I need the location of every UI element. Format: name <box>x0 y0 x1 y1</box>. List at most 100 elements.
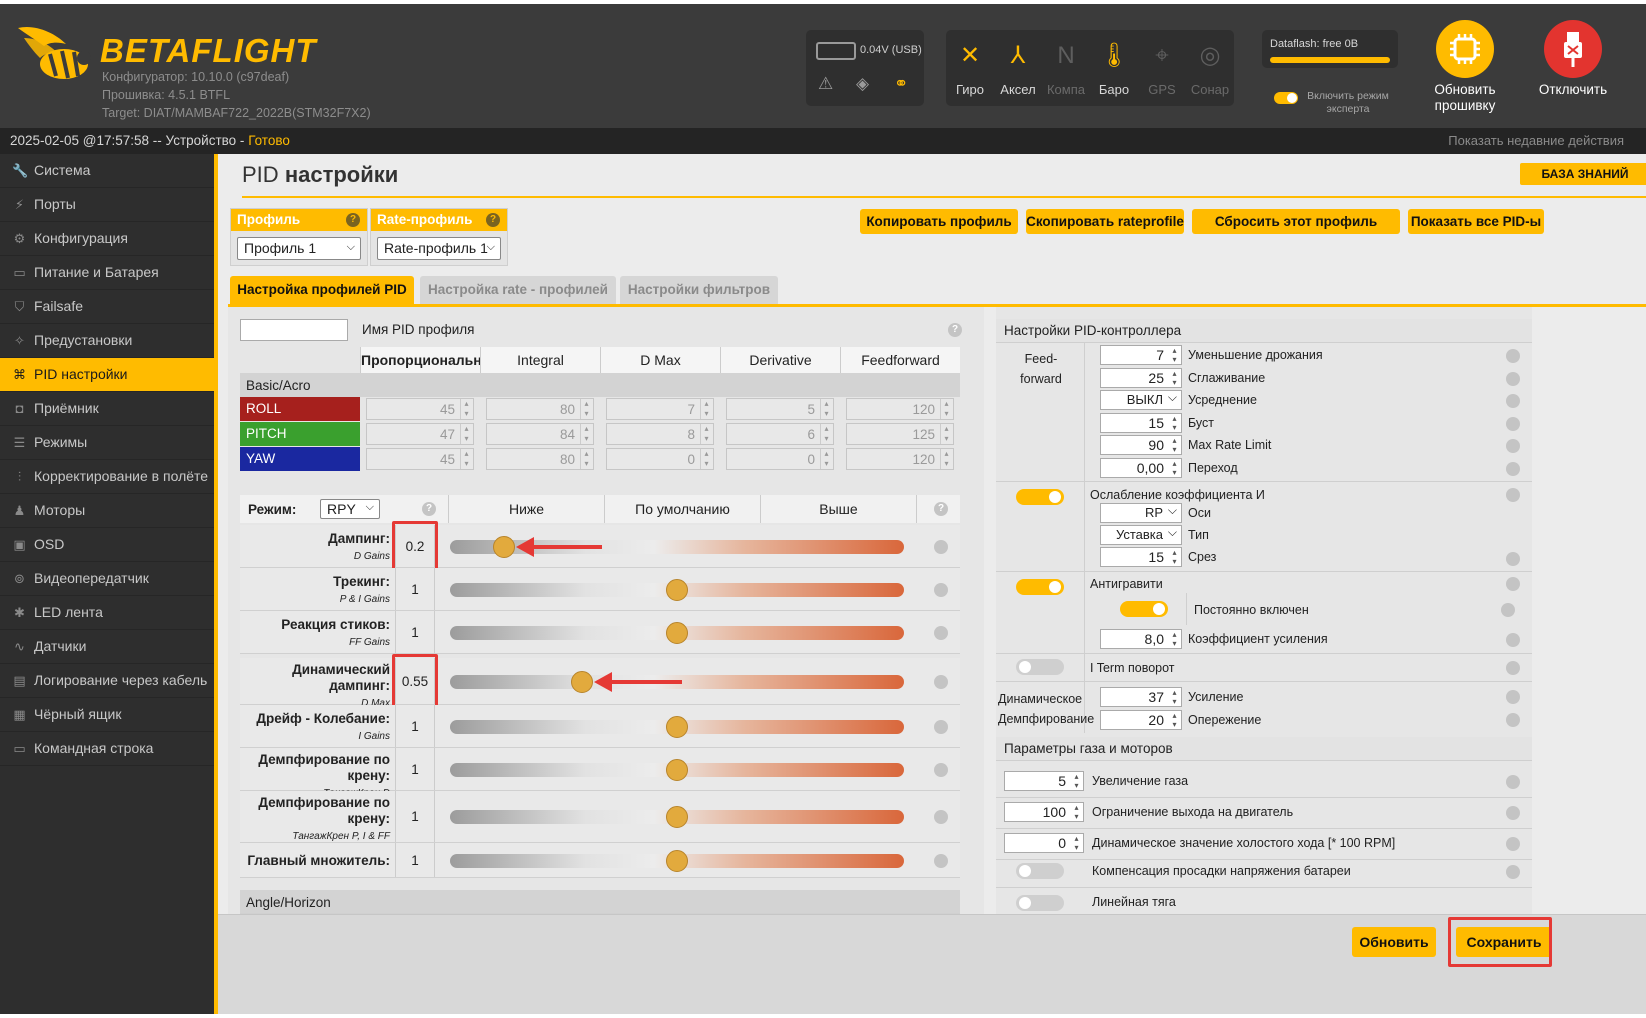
pid-profile-name-input[interactable] <box>240 319 348 341</box>
help-icon[interactable]: ? <box>422 502 436 516</box>
sidebar-item-16[interactable]: ▦ Чёрный ящик <box>0 698 214 732</box>
pid-value-input[interactable]: 47 <box>366 423 474 445</box>
help-icon[interactable] <box>1506 865 1520 879</box>
help-icon[interactable] <box>1501 603 1515 617</box>
update-firmware-button[interactable]: Обновить прошивку <box>1410 20 1520 114</box>
pid-value-input[interactable]: 120 <box>846 448 954 470</box>
help-icon[interactable] <box>1506 661 1520 675</box>
sidebar-item-15[interactable]: ▤ Логирование через кабель <box>0 664 214 698</box>
help-icon[interactable] <box>1506 371 1520 386</box>
slider-track[interactable] <box>450 715 904 738</box>
expert-mode-toggle[interactable] <box>1274 92 1298 104</box>
slider-track[interactable] <box>450 621 904 644</box>
help-icon[interactable] <box>934 719 948 734</box>
sidebar-item-5[interactable]: ✧ Предустановки <box>0 324 214 358</box>
pid-value-input[interactable]: 0 <box>606 448 714 470</box>
pid-value-input[interactable]: 45 <box>366 398 474 420</box>
help-icon[interactable] <box>1506 775 1520 789</box>
thrust-linear-toggle[interactable] <box>1016 895 1064 911</box>
help-icon[interactable] <box>1506 488 1520 502</box>
sidebar-item-8[interactable]: ☰ Режимы <box>0 426 214 460</box>
pid-value-input[interactable]: 0 <box>726 448 834 470</box>
pid-value-input[interactable]: 45 <box>366 448 474 470</box>
help-icon[interactable] <box>1506 416 1520 431</box>
sidebar-item-2[interactable]: ⚙ Конфигурация <box>0 222 214 256</box>
iterm-cutoff-input[interactable]: 15 <box>1100 547 1182 567</box>
help-icon[interactable]: ? <box>346 213 360 227</box>
help-icon[interactable] <box>1506 552 1520 566</box>
throttle-input[interactable]: 5 <box>1004 771 1084 791</box>
rate-profile-select[interactable]: Rate-профиль 1 ⌵ <box>377 237 501 260</box>
ff-select[interactable]: ВЫКЛ <box>1100 390 1182 411</box>
help-icon[interactable]: ? <box>934 502 948 516</box>
pid-value-input[interactable]: 80 <box>486 398 594 420</box>
pid-value-input[interactable]: 8 <box>606 423 714 445</box>
ff-input[interactable]: 0,00 <box>1100 458 1182 478</box>
help-icon[interactable] <box>1506 713 1520 727</box>
slider-track[interactable] <box>450 578 904 601</box>
tab-filters[interactable]: Настройки фильтров <box>620 276 778 304</box>
refresh-button[interactable]: Обновить <box>1352 927 1436 957</box>
slider-handle[interactable] <box>666 578 688 601</box>
help-icon[interactable] <box>934 674 948 689</box>
help-icon[interactable] <box>1506 690 1520 704</box>
show-recent-actions-link[interactable]: Показать недавние действия <box>1448 133 1624 148</box>
dyn-gain-input[interactable]: 37 <box>1100 687 1182 707</box>
sidebar-item-14[interactable]: ∿ Датчики <box>0 630 214 664</box>
pid-value-input[interactable]: 84 <box>486 423 594 445</box>
help-icon[interactable] <box>1506 394 1520 409</box>
tab-pid-profile[interactable]: Настройка профилей PID <box>230 276 414 304</box>
antigravity-gain-input[interactable]: 8,0 <box>1100 629 1182 649</box>
sidebar-item-13[interactable]: ✱ LED лента <box>0 596 214 630</box>
help-icon[interactable] <box>1506 439 1520 454</box>
copy-profile-button[interactable]: Копировать профиль <box>860 209 1018 234</box>
pid-value-input[interactable]: 7 <box>606 398 714 420</box>
help-icon[interactable] <box>1506 837 1520 851</box>
sidebar-item-3[interactable]: ▭ Питание и Батарея <box>0 256 214 290</box>
sidebar-item-9[interactable]: ⫶ Корректирование в полёте <box>0 460 214 494</box>
slider-track[interactable] <box>450 758 904 781</box>
disconnect-button[interactable]: Отключить <box>1518 20 1628 98</box>
help-icon[interactable] <box>934 539 948 554</box>
mode-select[interactable]: RPY ⌵ <box>320 499 380 519</box>
help-icon[interactable]: ? <box>948 323 962 337</box>
pid-value-input[interactable]: 120 <box>846 398 954 420</box>
help-icon[interactable] <box>1506 349 1520 363</box>
slider-handle[interactable] <box>493 535 516 558</box>
help-icon[interactable] <box>934 625 948 640</box>
sidebar-item-0[interactable]: 🔧 Система <box>0 154 214 188</box>
help-icon[interactable] <box>1506 806 1520 820</box>
throttle-input[interactable]: 0 <box>1004 833 1084 853</box>
throttle-input[interactable]: 100 <box>1004 802 1084 822</box>
ff-input[interactable]: 90 <box>1100 435 1182 456</box>
help-icon[interactable] <box>1506 633 1520 647</box>
show-all-pids-button[interactable]: Показать все PID-ы <box>1408 209 1544 234</box>
reset-profile-button[interactable]: Сбросить этот профиль <box>1192 209 1400 234</box>
pid-value-input[interactable]: 125 <box>846 423 954 445</box>
sidebar-item-12[interactable]: ⊚ Видеопередатчик <box>0 562 214 596</box>
save-button[interactable]: Сохранить <box>1456 927 1552 957</box>
help-icon[interactable] <box>934 582 948 597</box>
help-icon[interactable] <box>934 762 948 777</box>
ff-input[interactable]: 7 <box>1100 345 1182 365</box>
help-icon[interactable] <box>1506 462 1520 476</box>
slider-track[interactable] <box>450 849 904 872</box>
knowledge-base-button[interactable]: БАЗА ЗНАНИЙ <box>1520 163 1646 185</box>
sidebar-item-6[interactable]: ⌘ PID настройки <box>0 358 214 392</box>
profile-select[interactable]: Профиль 1 ⌵ <box>237 237 361 260</box>
slider-handle[interactable] <box>666 806 688 828</box>
antigravity-toggle[interactable] <box>1016 579 1064 595</box>
antigravity-always-toggle[interactable] <box>1120 601 1168 617</box>
tab-rate-profile[interactable]: Настройка rate - профилей <box>420 276 616 304</box>
pid-value-input[interactable]: 6 <box>726 423 834 445</box>
slider-track[interactable] <box>450 806 904 828</box>
sidebar-item-4[interactable]: ⛉ Failsafe <box>0 290 214 324</box>
sidebar-item-7[interactable]: ◘ Приёмник <box>0 392 214 426</box>
battery-sag-toggle[interactable] <box>1016 863 1064 879</box>
ff-input[interactable]: 15 <box>1100 412 1182 433</box>
iterm-rotation-toggle[interactable] <box>1016 659 1064 675</box>
dyn-advance-input[interactable]: 20 <box>1100 710 1182 730</box>
slider-handle[interactable] <box>666 715 688 738</box>
help-icon[interactable]: ? <box>486 213 500 227</box>
copy-rateprofile-button[interactable]: Скопировать rateprofile <box>1026 209 1184 234</box>
